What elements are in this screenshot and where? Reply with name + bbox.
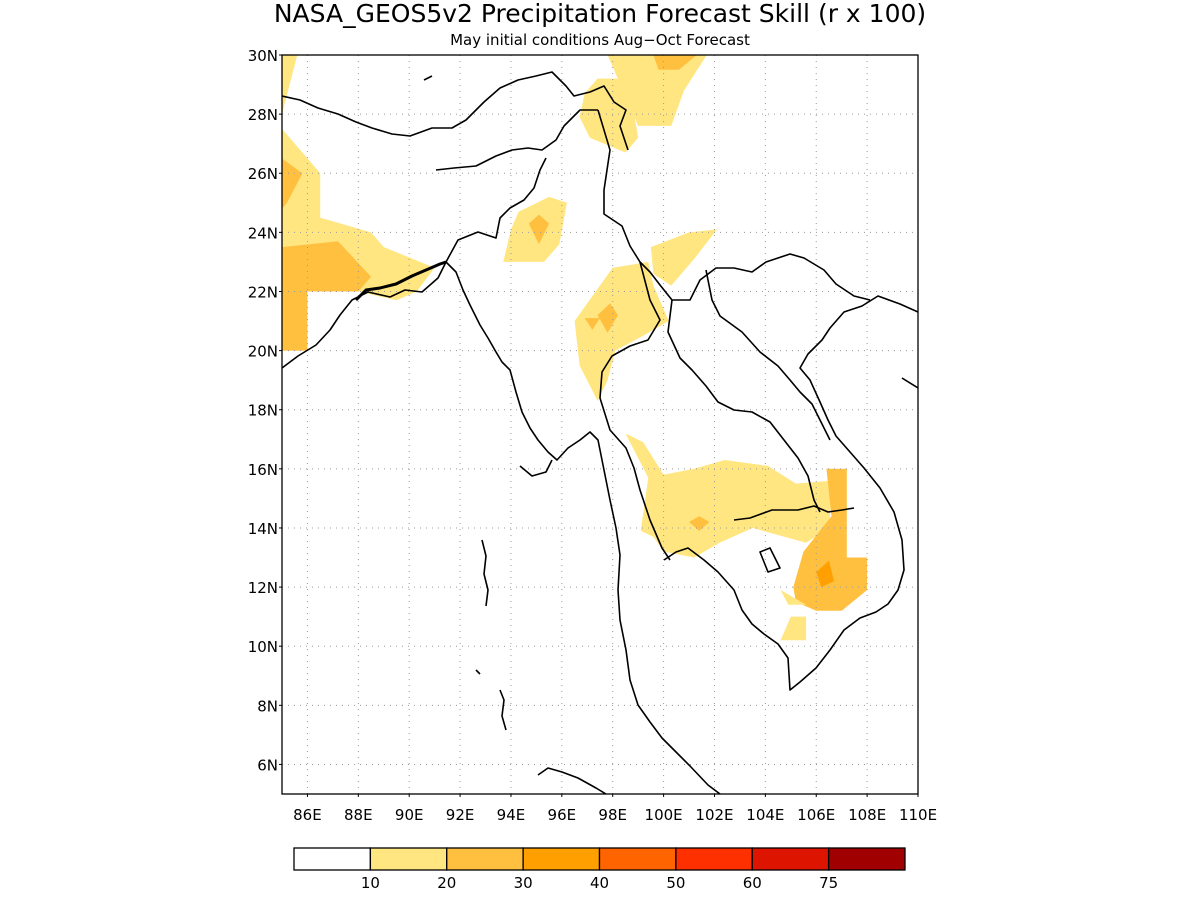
skill-region-13 [650,229,717,286]
lat-tick-label: 26N [248,165,278,183]
lon-tick-label: 88E [344,806,373,824]
map-frame [281,54,919,795]
colorbar-label: 10 [361,874,380,892]
map-plot-area [282,55,918,794]
skill-region-9 [528,214,550,245]
skill-region-1 [282,55,298,115]
lat-tick-label: 18N [248,402,278,420]
colorbar-swatch [293,847,372,871]
lat-tick-label: 24N [248,224,278,242]
longitude-tick-labels: 86E 88E 90E 92E 94E 96E 98E 100E 102E 104E 106E 108… [293,794,937,824]
colorbar-label: 75 [819,874,838,892]
lon-tick-label: 110E [899,806,937,824]
lat-tick-label: 16N [248,461,278,479]
colorbar-label: 20 [437,874,456,892]
chart-subtitle: May initial conditions Aug−Oct Forecast [450,31,750,49]
lon-tick-label: 108E [848,806,886,824]
lon-tick-label: 90E [395,806,424,824]
skill-region-17 [816,560,834,588]
grid-lines [282,55,918,794]
skill-region-3 [282,241,371,351]
lon-tick-label: 86E [293,806,322,824]
skill-region-19 [780,616,807,641]
colorbar-legend: 10 20 30 40 50 60 75 [293,847,906,892]
lat-tick-label: 14N [248,520,278,538]
skill-region-14 [625,433,842,558]
colorbar-swatch [675,847,753,871]
skill-region-2 [282,128,435,351]
colorbar-swatch [827,847,906,871]
lat-tick-label: 28N [248,106,278,124]
lat-tick-label: 12N [248,579,278,597]
colorbar-swatch [598,847,677,871]
colorbar-label: 60 [743,874,762,892]
lon-tick-label: 92E [446,806,475,824]
skill-region-12 [584,318,600,330]
colorbar-label: 40 [590,874,609,892]
lon-tick-label: 104E [746,806,784,824]
colorbar-label: 30 [514,874,533,892]
lon-tick-label: 98E [598,806,627,824]
skill-region-5 [579,78,639,153]
skill-region-16 [793,468,868,611]
colorbar-swatch [751,847,830,871]
chart-title: NASA_GEOS5v2 Precipitation Forecast Skil… [274,0,926,28]
lon-tick-label: 102E [695,806,733,824]
coastline-and-borders [282,71,918,794]
skill-shading-layer [282,55,868,641]
lon-tick-label: 106E [797,806,835,824]
skill-region-18 [780,590,807,605]
skill-region-4 [282,158,303,209]
lat-tick-label: 22N [248,283,278,301]
skill-region-7 [653,55,697,70]
colorbar-swatch [522,847,601,871]
lat-tick-label: 10N [248,638,278,656]
lon-tick-label: 100E [645,806,683,824]
colorbar-swatch [369,847,448,871]
lat-tick-label: 6N [257,756,278,774]
lon-tick-label: 94E [497,806,526,824]
latitude-tick-labels: 6N 8N 10N 12N 14N 16N 18N 20N 22N 24N 26N 28N 30N [248,47,282,774]
lat-tick-label: 8N [257,697,278,715]
skill-region-11 [597,303,618,333]
lon-tick-label: 96E [548,806,577,824]
skill-region-6 [607,55,707,126]
lat-tick-label: 30N [248,47,278,65]
skill-region-15 [689,516,710,531]
colorbar-swatch [446,847,524,871]
lat-tick-label: 20N [248,343,278,361]
colorbar-label: 50 [666,874,685,892]
skill-region-10 [574,261,669,401]
